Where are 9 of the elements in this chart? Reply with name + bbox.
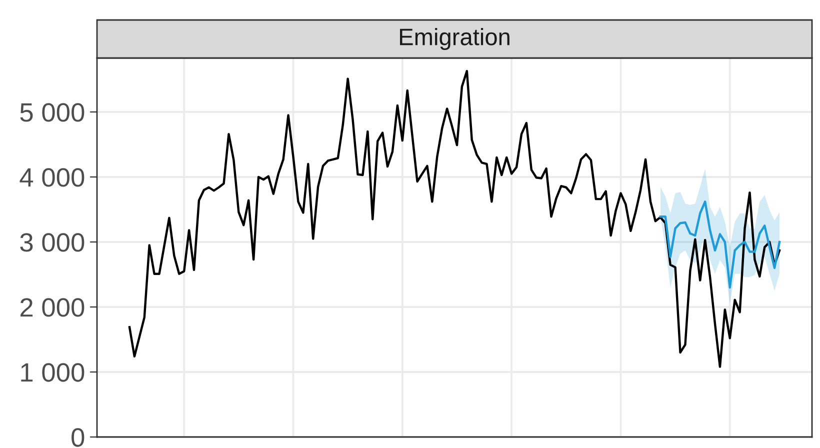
y-tick-label: 1 000 bbox=[21, 363, 84, 382]
y-tick-label: 0 bbox=[72, 428, 84, 447]
y-tick-label: 5 000 bbox=[20, 103, 84, 122]
y-tick-label: 3 000 bbox=[20, 233, 84, 252]
y-tick-label: 4 000 bbox=[20, 168, 84, 187]
y-tick-label: 2 000 bbox=[20, 298, 84, 317]
line-series bbox=[659, 200, 781, 289]
chart-title: Emigration bbox=[400, 28, 510, 50]
line-series bbox=[128, 70, 781, 368]
